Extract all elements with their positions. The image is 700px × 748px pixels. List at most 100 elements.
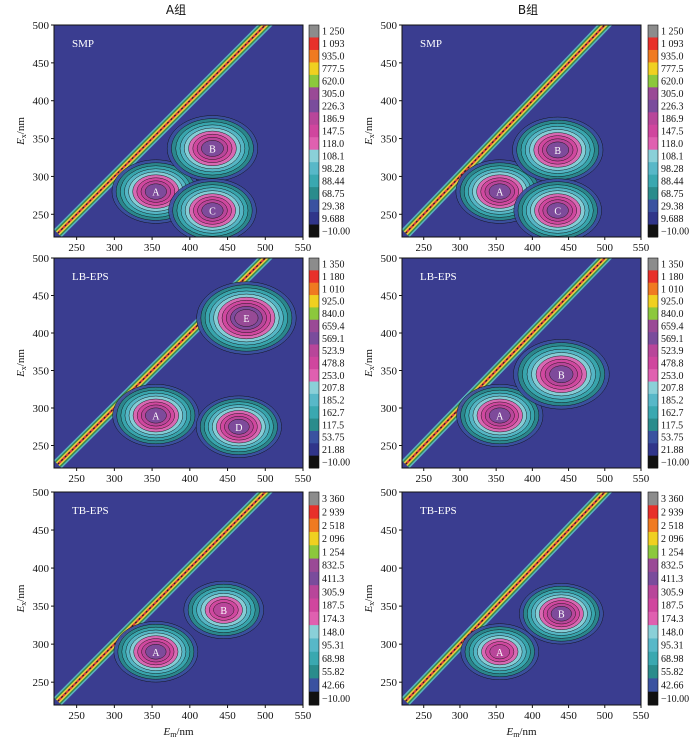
colorbar-label: 411.3: [661, 574, 683, 585]
panel-title: SMP: [72, 38, 94, 50]
x-tick-label: 450: [560, 710, 577, 722]
plot-frame: [53, 491, 304, 706]
x-tick-label: 450: [560, 473, 577, 485]
colorbar-swatch: [648, 356, 658, 370]
y-tick-label: 300: [381, 403, 398, 415]
y-tick-label: 400: [33, 563, 50, 575]
colorbar-swatch: [309, 270, 319, 284]
colorbar-label: 174.3: [322, 614, 345, 625]
colorbar-swatch: [309, 332, 319, 345]
colorbar-swatch: [309, 531, 319, 546]
colorbar-swatch: [309, 212, 319, 226]
x-tick-label: 250: [68, 242, 85, 254]
contour-layer: [54, 492, 274, 705]
colorbar-swatch: [309, 545, 319, 560]
colorbar-label: 68.75: [661, 189, 684, 200]
peak-contour: [145, 407, 167, 424]
x-tick-label: 350: [144, 473, 161, 485]
y-tick-label: 450: [381, 58, 398, 70]
scatter-band-outline: [57, 258, 267, 465]
colorbar-label: 2 939: [661, 507, 684, 518]
colorbar-label: 98.28: [661, 164, 684, 175]
eem-panel-5: A B TB-EPS 250 300 350 400 450 500 550 250 300 350 40…: [363, 487, 689, 739]
colorbar-label: 55.82: [322, 667, 345, 678]
colorbar-swatch: [648, 492, 658, 506]
eem-panel-1: A B C SMP 250 300 350 400 450 500 550 250 300 350 400 4…: [363, 20, 689, 254]
colorbar-label: 305.9: [661, 587, 684, 598]
colorbar-swatch: [309, 598, 319, 613]
colorbar-swatch: [309, 62, 319, 76]
y-tick-label: 250: [33, 441, 50, 453]
peak-label: C: [209, 207, 216, 218]
x-tick-label: 550: [633, 242, 650, 254]
colorbar-frame: [647, 491, 659, 706]
x-tick-label: 450: [219, 473, 236, 485]
y-tick-label: 350: [33, 601, 50, 613]
colorbar-label: 2 096: [661, 534, 684, 545]
colorbar-label: 108.1: [661, 151, 684, 162]
colorbar-label: 187.5: [322, 601, 345, 612]
colorbar-swatch: [648, 258, 658, 271]
colorbar-swatch: [648, 651, 658, 666]
contour-layer: [402, 25, 613, 237]
colorbar-swatch: [309, 585, 319, 599]
peak-label: A: [152, 188, 160, 199]
colorbar-label: 42.66: [322, 681, 345, 692]
x-tick-label: 500: [257, 710, 274, 722]
scatter-band: [404, 258, 607, 465]
colorbar-label: 148.0: [661, 627, 684, 638]
colorbar-frame: [308, 24, 320, 238]
colorbar-label: 840.0: [322, 309, 345, 320]
colorbar-label: 207.8: [322, 383, 345, 394]
y-tick-label: 300: [33, 171, 50, 183]
plot-frame: [401, 24, 642, 238]
colorbar-label: 1 350: [661, 260, 684, 271]
colorbar-frame: [308, 257, 320, 469]
peak-contour: [213, 602, 235, 618]
colorbar-label: 29.38: [322, 201, 345, 212]
peak-contour: [201, 202, 224, 219]
x-tick-label: 550: [633, 473, 650, 485]
peak-label: A: [496, 412, 504, 423]
x-tick-label: 250: [415, 473, 432, 485]
x-tick-label: 500: [597, 710, 614, 722]
y-tick-label: 300: [33, 639, 50, 651]
colorbar-swatch: [309, 571, 319, 586]
colorbar-swatch: [648, 598, 658, 613]
colorbar-swatch: [648, 62, 658, 76]
colorbar-frame: [647, 257, 659, 469]
colorbar-swatch: [648, 112, 658, 126]
colorbar-label: 2 518: [322, 521, 345, 532]
y-tick-label: 400: [381, 96, 398, 108]
peak-contour: [546, 141, 570, 159]
y-tick-label: 400: [33, 96, 50, 108]
colorbar-label: 935.0: [661, 52, 684, 63]
x-tick-label: 500: [257, 473, 274, 485]
colorbar-label: 29.38: [661, 201, 684, 212]
colorbar-label: 226.3: [322, 102, 345, 113]
colorbar-label: 1 250: [322, 27, 345, 38]
colorbar-label: 3 360: [661, 494, 684, 505]
colorbar-label: 185.2: [322, 396, 345, 407]
colorbar-label: 840.0: [661, 309, 684, 320]
colorbar-label: 21.88: [661, 445, 684, 456]
colorbar-swatch: [309, 224, 319, 238]
colorbar-label: 9.688: [322, 214, 345, 225]
peak-label: E: [243, 314, 249, 325]
colorbar-label: 1 254: [322, 547, 345, 558]
x-tick-label: 300: [452, 710, 469, 722]
colorbar-swatch: [309, 319, 319, 333]
x-tick-label: 350: [144, 710, 161, 722]
peak-contour: [550, 606, 572, 622]
x-tick-label: 400: [182, 242, 199, 254]
peak-label: A: [496, 188, 504, 199]
colorbar-label: 187.5: [661, 601, 684, 612]
colorbar-swatch: [309, 625, 319, 639]
colorbar-label: 253.0: [322, 371, 345, 382]
contour-layer: [54, 258, 297, 468]
colorbar-label: 162.7: [322, 408, 345, 419]
x-tick-label: 550: [295, 710, 312, 722]
colorbar-label: 777.5: [322, 64, 345, 75]
colorbar-swatch: [309, 505, 319, 520]
